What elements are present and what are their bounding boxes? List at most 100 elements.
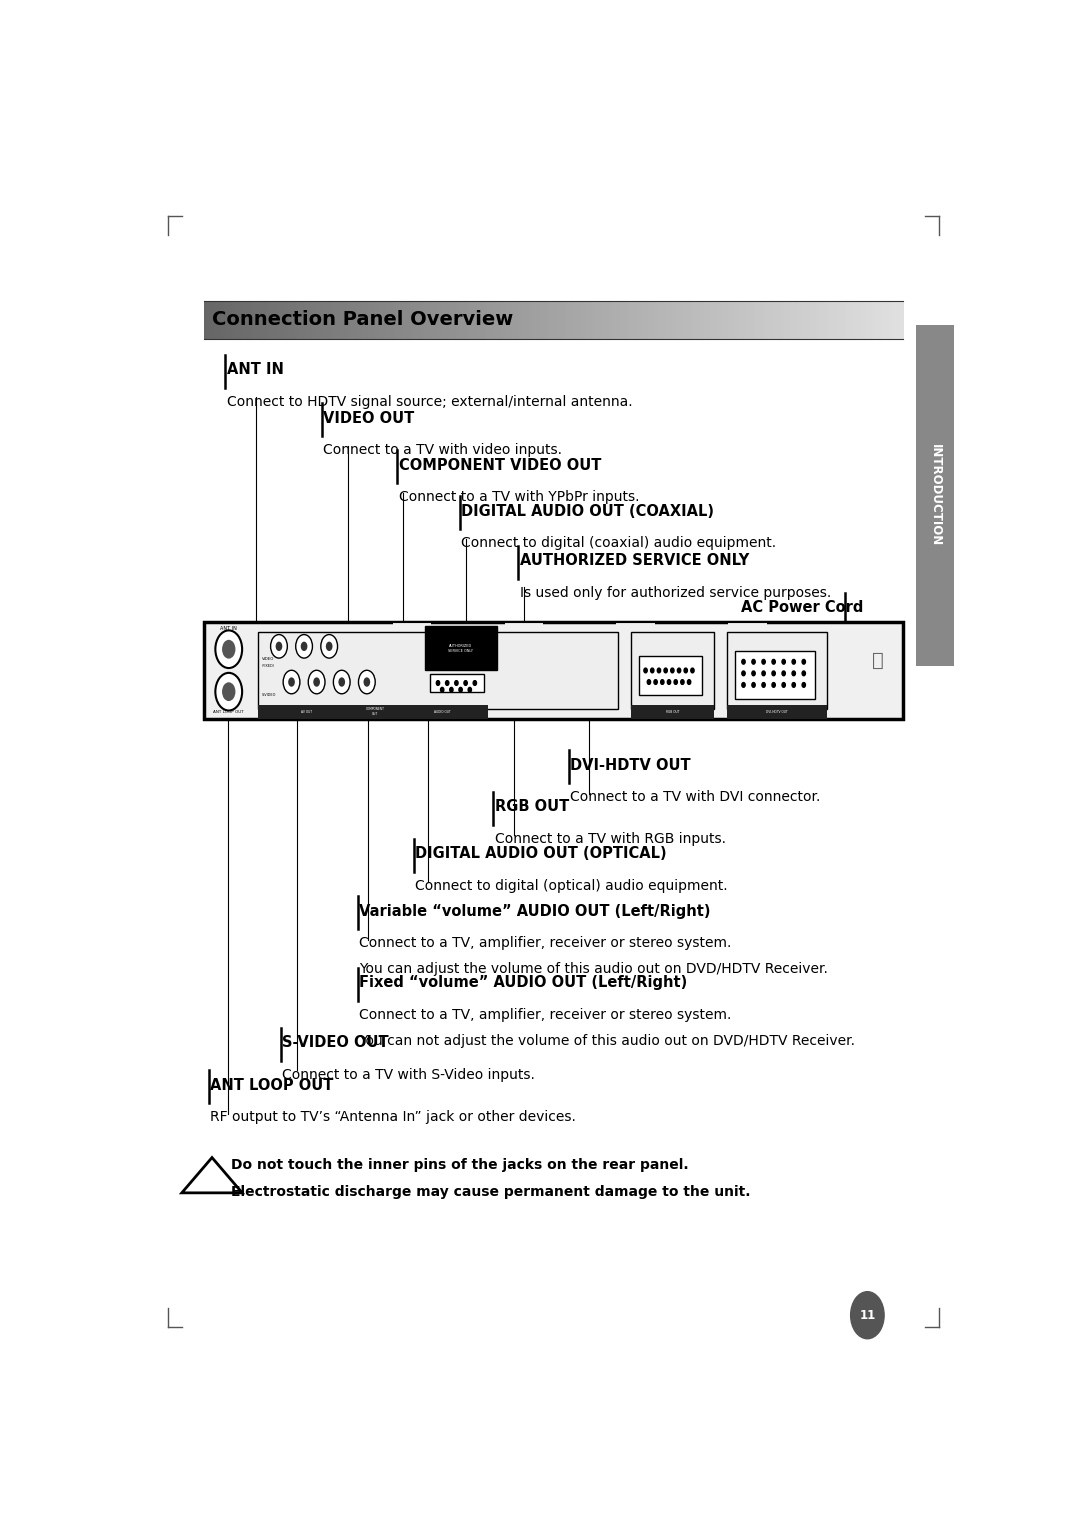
Bar: [470, 301, 474, 339]
Bar: [438, 301, 443, 339]
Circle shape: [215, 631, 242, 668]
Circle shape: [473, 680, 476, 686]
Bar: [837, 301, 841, 339]
Bar: [459, 301, 463, 339]
Bar: [701, 301, 705, 339]
Bar: [340, 301, 345, 339]
Bar: [333, 301, 337, 339]
Circle shape: [321, 634, 338, 659]
Text: RS-232C: RS-232C: [449, 668, 464, 672]
Bar: [382, 301, 387, 339]
Text: Electrostatic discharge may cause permanent damage to the unit.: Electrostatic discharge may cause perman…: [231, 1184, 751, 1198]
Bar: [760, 301, 765, 339]
Bar: [750, 301, 754, 339]
Circle shape: [677, 668, 680, 672]
Bar: [889, 301, 894, 339]
Bar: [386, 301, 390, 339]
Text: Connection Panel Overview: Connection Panel Overview: [212, 310, 513, 330]
Bar: [414, 301, 418, 339]
Bar: [315, 301, 320, 339]
Text: Connect to digital (coaxial) audio equipment.: Connect to digital (coaxial) audio equip…: [461, 536, 777, 550]
Bar: [809, 301, 813, 339]
Bar: [351, 301, 355, 339]
Bar: [711, 301, 715, 339]
Circle shape: [283, 671, 300, 694]
Circle shape: [802, 660, 806, 665]
Bar: [774, 301, 779, 339]
Bar: [529, 301, 534, 339]
Circle shape: [742, 660, 745, 665]
Bar: [343, 301, 348, 339]
Text: (FIXED): (FIXED): [262, 663, 275, 668]
Bar: [662, 301, 666, 339]
Circle shape: [680, 680, 684, 685]
Bar: [571, 301, 576, 339]
Text: Plug into the power source.: Plug into the power source.: [673, 633, 863, 646]
Bar: [504, 301, 509, 339]
Bar: [239, 301, 243, 339]
Bar: [487, 301, 491, 339]
Text: DVI-HDTV OUT: DVI-HDTV OUT: [766, 709, 787, 714]
Bar: [697, 301, 701, 339]
Text: RGB OUT: RGB OUT: [495, 799, 569, 814]
Bar: [767, 301, 771, 339]
Bar: [253, 301, 257, 339]
Bar: [430, 674, 484, 692]
Bar: [323, 301, 327, 339]
Text: Connect to a TV with DVI connector.: Connect to a TV with DVI connector.: [570, 790, 821, 804]
Bar: [617, 622, 654, 636]
Bar: [826, 301, 831, 339]
Circle shape: [688, 680, 691, 685]
Bar: [728, 622, 767, 636]
Circle shape: [772, 671, 775, 675]
Bar: [456, 301, 460, 339]
Bar: [428, 301, 432, 339]
Text: S-VIDEO: S-VIDEO: [262, 692, 276, 697]
Text: Do not touch the inner pins of the jacks on the rear panel.: Do not touch the inner pins of the jacks…: [231, 1158, 689, 1172]
Bar: [309, 301, 313, 339]
Bar: [770, 301, 774, 339]
Text: VIDEO: VIDEO: [262, 657, 274, 662]
Bar: [820, 301, 824, 339]
Text: Variable “volume” AUDIO OUT (Left/Right): Variable “volume” AUDIO OUT (Left/Right): [360, 903, 711, 918]
Bar: [256, 301, 260, 339]
Circle shape: [782, 683, 785, 688]
Bar: [368, 301, 373, 339]
Circle shape: [271, 634, 287, 659]
Bar: [886, 301, 890, 339]
Bar: [400, 301, 404, 339]
Bar: [526, 301, 530, 339]
Bar: [690, 301, 694, 339]
Text: DIGITAL AUDIO OUT (OPTICAL): DIGITAL AUDIO OUT (OPTICAL): [416, 847, 667, 862]
Bar: [442, 301, 446, 339]
Circle shape: [674, 680, 677, 685]
Circle shape: [851, 1291, 885, 1339]
Bar: [242, 301, 246, 339]
Circle shape: [658, 668, 661, 672]
Circle shape: [661, 680, 664, 685]
Text: ANT IN: ANT IN: [220, 626, 238, 631]
Bar: [728, 301, 732, 339]
Circle shape: [802, 671, 806, 675]
Bar: [868, 301, 873, 339]
Bar: [214, 301, 218, 339]
Circle shape: [792, 660, 795, 665]
Circle shape: [222, 640, 235, 659]
Bar: [683, 301, 687, 339]
Bar: [561, 301, 565, 339]
Bar: [781, 301, 785, 339]
Bar: [784, 301, 788, 339]
Bar: [357, 301, 362, 339]
Bar: [778, 301, 782, 339]
Text: AC Power Cord: AC Power Cord: [741, 601, 863, 616]
Bar: [372, 301, 376, 339]
Bar: [795, 301, 799, 339]
Bar: [735, 651, 814, 700]
Bar: [522, 301, 526, 339]
Bar: [281, 301, 285, 339]
Bar: [557, 301, 562, 339]
Bar: [484, 301, 488, 339]
Text: INTRODUCTION: INTRODUCTION: [929, 445, 942, 547]
Bar: [673, 301, 677, 339]
Bar: [420, 301, 424, 339]
